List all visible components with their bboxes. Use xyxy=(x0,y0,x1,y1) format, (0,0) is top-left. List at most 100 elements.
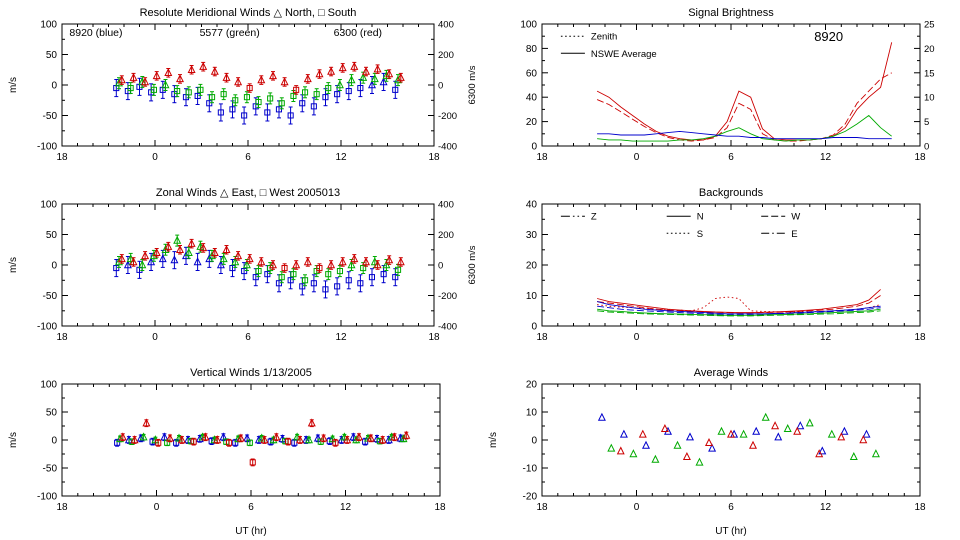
svg-text:20: 20 xyxy=(924,44,935,55)
svg-text:Zenith: Zenith xyxy=(591,32,617,43)
svg-text:60: 60 xyxy=(526,68,538,79)
svg-text:-50: -50 xyxy=(43,464,58,475)
svg-text:-50: -50 xyxy=(43,111,58,122)
panel-zonal-winds: Zonal Winds △ East, □ West 2005013 18 0 6 12… xyxy=(0,180,480,360)
svg-text:40: 40 xyxy=(526,93,538,104)
svg-text:-20: -20 xyxy=(523,492,538,503)
svg-text:0: 0 xyxy=(634,332,640,343)
svg-text:50: 50 xyxy=(46,230,58,241)
svg-text:m/s: m/s xyxy=(8,257,19,273)
svg-text:-10: -10 xyxy=(523,464,538,475)
svg-text:100: 100 xyxy=(40,200,57,211)
svg-text:20: 20 xyxy=(526,261,538,272)
svg-text:-100: -100 xyxy=(37,142,57,153)
svg-text:W: W xyxy=(791,212,800,223)
svg-text:6: 6 xyxy=(728,502,734,513)
svg-text:8920: 8920 xyxy=(814,29,843,44)
svg-text:18: 18 xyxy=(914,502,926,513)
svg-text:0: 0 xyxy=(531,142,537,153)
svg-text:NSWE Average: NSWE Average xyxy=(591,49,657,60)
svg-text:0: 0 xyxy=(152,152,158,163)
average-winds-chart: Average Winds 18 0 6 12 18 20 10 0 -10 -20 m/s UT (h… xyxy=(488,367,926,537)
svg-text:80: 80 xyxy=(526,44,538,55)
svg-text:20: 20 xyxy=(526,380,538,391)
svg-text:Vertical Winds 1/13/2005: Vertical Winds 1/13/2005 xyxy=(190,367,312,379)
svg-text:N: N xyxy=(697,212,704,223)
svg-text:12: 12 xyxy=(340,502,352,513)
svg-text:0: 0 xyxy=(438,81,443,92)
svg-text:18: 18 xyxy=(536,502,548,513)
svg-text:6: 6 xyxy=(728,332,734,343)
svg-text:0: 0 xyxy=(924,142,929,153)
svg-text:20: 20 xyxy=(526,117,538,128)
svg-text:6: 6 xyxy=(248,502,254,513)
svg-text:12: 12 xyxy=(820,332,832,343)
svg-text:Resolute Meridional Winds △ No: Resolute Meridional Winds △ North, □ Sou… xyxy=(140,7,357,19)
svg-text:18: 18 xyxy=(428,332,440,343)
svg-text:m/s: m/s xyxy=(8,77,19,93)
svg-text:30: 30 xyxy=(526,230,538,241)
svg-text:0: 0 xyxy=(438,261,443,272)
svg-text:0: 0 xyxy=(531,322,537,333)
svg-text:6: 6 xyxy=(245,332,251,343)
svg-text:Backgrounds: Backgrounds xyxy=(699,187,764,199)
svg-text:0: 0 xyxy=(634,502,640,513)
svg-text:25: 25 xyxy=(924,20,935,31)
svg-text:18: 18 xyxy=(56,152,68,163)
panel-vertical-winds: Vertical Winds 1/13/2005 18 0 6 12 18 100 50 0 -5… xyxy=(0,360,480,540)
svg-text:40: 40 xyxy=(526,200,538,211)
svg-text:Z: Z xyxy=(591,212,597,223)
svg-text:400: 400 xyxy=(438,20,454,31)
svg-text:0: 0 xyxy=(51,261,57,272)
svg-text:12: 12 xyxy=(335,152,347,163)
svg-text:-50: -50 xyxy=(43,291,58,302)
panel-backgrounds: Backgrounds 18 0 6 12 18 40 30 20 10 0 Z N W S E xyxy=(480,180,960,360)
svg-text:200: 200 xyxy=(438,50,454,61)
svg-text:6: 6 xyxy=(245,152,251,163)
svg-text:18: 18 xyxy=(434,502,446,513)
panel-signal-brightness: Signal Brightness 18 0 6 12 18 100 25 80 20 60 15 40… xyxy=(480,0,960,180)
svg-text:Signal Brightness: Signal Brightness xyxy=(688,7,774,19)
svg-text:18: 18 xyxy=(536,152,548,163)
svg-text:10: 10 xyxy=(526,408,538,419)
svg-text:m/s: m/s xyxy=(8,432,19,448)
svg-text:10: 10 xyxy=(526,291,538,302)
svg-text:100: 100 xyxy=(40,380,57,391)
svg-text:18: 18 xyxy=(56,332,68,343)
svg-text:18: 18 xyxy=(428,152,440,163)
svg-text:6300 (red): 6300 (red) xyxy=(334,27,382,39)
svg-text:S: S xyxy=(697,229,703,240)
svg-text:0: 0 xyxy=(152,332,158,343)
svg-text:5577 (green): 5577 (green) xyxy=(200,27,260,39)
svg-text:10: 10 xyxy=(924,93,935,104)
svg-text:5: 5 xyxy=(924,117,929,128)
svg-text:-100: -100 xyxy=(37,322,57,333)
vertical-winds-chart: Vertical Winds 1/13/2005 18 0 6 12 18 100 50 0 -5… xyxy=(8,367,446,537)
svg-text:12: 12 xyxy=(820,502,832,513)
svg-text:50: 50 xyxy=(46,50,58,61)
svg-text:8920 (blue): 8920 (blue) xyxy=(69,27,122,39)
svg-text:-400: -400 xyxy=(438,322,457,333)
svg-text:6300 m/s: 6300 m/s xyxy=(467,245,478,284)
svg-text:18: 18 xyxy=(536,332,548,343)
svg-text:-400: -400 xyxy=(438,142,457,153)
svg-text:Average Winds: Average Winds xyxy=(694,367,769,379)
svg-text:-200: -200 xyxy=(438,291,457,302)
svg-text:12: 12 xyxy=(335,332,347,343)
svg-text:0: 0 xyxy=(51,81,57,92)
svg-text:m/s: m/s xyxy=(488,432,499,448)
svg-text:0: 0 xyxy=(531,436,537,447)
meridional-winds-chart: Resolute Meridional Winds △ North, □ Sou… xyxy=(8,7,478,163)
svg-text:0: 0 xyxy=(51,436,57,447)
svg-text:18: 18 xyxy=(56,502,68,513)
svg-text:100: 100 xyxy=(40,20,57,31)
svg-text:6: 6 xyxy=(728,152,734,163)
svg-text:18: 18 xyxy=(914,152,926,163)
svg-text:100: 100 xyxy=(520,20,537,31)
svg-text:6300 m/s: 6300 m/s xyxy=(467,65,478,104)
svg-text:15: 15 xyxy=(924,68,935,79)
svg-text:18: 18 xyxy=(914,332,926,343)
